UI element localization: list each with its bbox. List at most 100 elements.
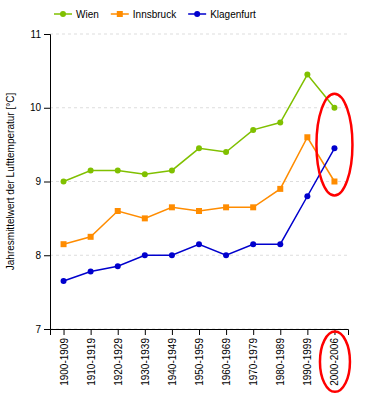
- point: [142, 252, 148, 258]
- tick-mark: [307, 329, 308, 335]
- tick-label: 1950-1959: [194, 338, 205, 386]
- point: [304, 72, 310, 78]
- tick: 1940-1949: [167, 329, 178, 386]
- point: [250, 127, 256, 133]
- point: [277, 241, 283, 247]
- tick-label: 7: [35, 324, 41, 335]
- line: [64, 148, 335, 281]
- axis-line: [44, 35, 51, 330]
- tick-mark: [44, 34, 50, 35]
- legend-entry: Wien: [54, 9, 99, 20]
- tick-label: 9: [35, 176, 41, 187]
- tick: 1980-1989: [275, 329, 286, 386]
- tick-mark: [253, 329, 254, 335]
- point: [61, 241, 67, 247]
- y-axis: 7 8 9 10 11: [30, 29, 51, 335]
- grid-line: [50, 34, 348, 35]
- point: [142, 171, 148, 177]
- point: [223, 149, 229, 155]
- x-axis: 1900-1909 1910-1919 1920-1929 1930-1939 1940…: [51, 329, 349, 386]
- tick-label: 1960-1969: [221, 338, 232, 386]
- tick: 1950-1959: [194, 329, 205, 386]
- tick: 1900-1909: [59, 329, 70, 386]
- point: [250, 204, 256, 210]
- tick-label: 1980-1989: [275, 338, 286, 386]
- point: [142, 215, 148, 221]
- point: [277, 120, 283, 126]
- point: [304, 134, 310, 140]
- legend-marker: [60, 11, 66, 17]
- series: [61, 145, 338, 284]
- tick-mark: [226, 329, 227, 335]
- series: [61, 72, 338, 185]
- tick: 10: [30, 102, 50, 113]
- point: [331, 179, 337, 185]
- point: [115, 167, 121, 173]
- legend-entry: Klagenfurt: [188, 9, 256, 20]
- tick-label: 8: [35, 250, 41, 261]
- tick-label: 1940-1949: [167, 338, 178, 386]
- point: [115, 208, 121, 214]
- tick-mark: [280, 329, 281, 335]
- tick: 8: [35, 250, 50, 261]
- tick-label: 11: [31, 29, 42, 40]
- legend: Wien Innsbruck Klagenfurt: [54, 9, 256, 20]
- point: [88, 167, 94, 173]
- grid-line: [50, 255, 348, 256]
- tick: 1960-1969: [221, 329, 232, 386]
- tick: 1930-1939: [140, 329, 151, 386]
- tick-mark: [44, 182, 50, 183]
- point: [61, 278, 67, 284]
- point: [223, 204, 229, 210]
- legend-entry: Innsbruck: [111, 9, 177, 20]
- chart: 7 8 9 10 11 1900-1909 1910-1919 1920-1929 1930-1…: [0, 0, 374, 405]
- point: [196, 145, 202, 151]
- tick-label: 1910-1919: [86, 338, 97, 386]
- point: [223, 252, 229, 258]
- tick: 7: [35, 324, 50, 335]
- highlight: [320, 332, 350, 392]
- tick-mark: [145, 329, 146, 335]
- tick-mark: [44, 329, 50, 330]
- tick: 1910-1919: [86, 329, 97, 386]
- legend-label: Wien: [76, 9, 99, 20]
- tick-label: 1920-1929: [113, 338, 124, 386]
- tick: 1990-1999: [302, 329, 313, 386]
- point: [88, 234, 94, 240]
- tick-mark: [64, 329, 65, 335]
- tick-mark: [44, 108, 50, 109]
- tick: 1970-1979: [248, 329, 259, 386]
- series: [61, 134, 338, 247]
- axis-line: [51, 330, 349, 336]
- marks: [61, 72, 338, 285]
- highlight: [316, 94, 352, 196]
- point: [115, 263, 121, 269]
- y-axis-title: Jahresmittelwert der Lufttemperatur [°C]: [5, 93, 16, 271]
- tick-label: 1990-1999: [302, 338, 313, 386]
- tick-mark: [44, 255, 50, 256]
- legend-marker: [194, 11, 200, 17]
- tick-label: 1970-1979: [248, 338, 259, 386]
- tick: 9: [35, 176, 50, 187]
- legend-label: Innsbruck: [133, 9, 177, 20]
- grid: [50, 34, 348, 329]
- tick-label: 1900-1909: [59, 338, 70, 386]
- tick-mark: [199, 329, 200, 335]
- point: [277, 186, 283, 192]
- point: [169, 252, 175, 258]
- line: [64, 75, 335, 182]
- point: [196, 241, 202, 247]
- point: [304, 193, 310, 199]
- tick: 1920-1929: [113, 329, 124, 386]
- point: [61, 179, 67, 185]
- point: [250, 241, 256, 247]
- point: [169, 204, 175, 210]
- legend-label: Klagenfurt: [210, 9, 256, 20]
- grid-line: [50, 107, 348, 108]
- tick-mark: [118, 329, 119, 335]
- line: [64, 137, 335, 244]
- tick-label: 2000-2006: [329, 338, 340, 386]
- tick-label: 1930-1939: [140, 338, 151, 386]
- point: [196, 208, 202, 214]
- grid-line: [50, 181, 348, 182]
